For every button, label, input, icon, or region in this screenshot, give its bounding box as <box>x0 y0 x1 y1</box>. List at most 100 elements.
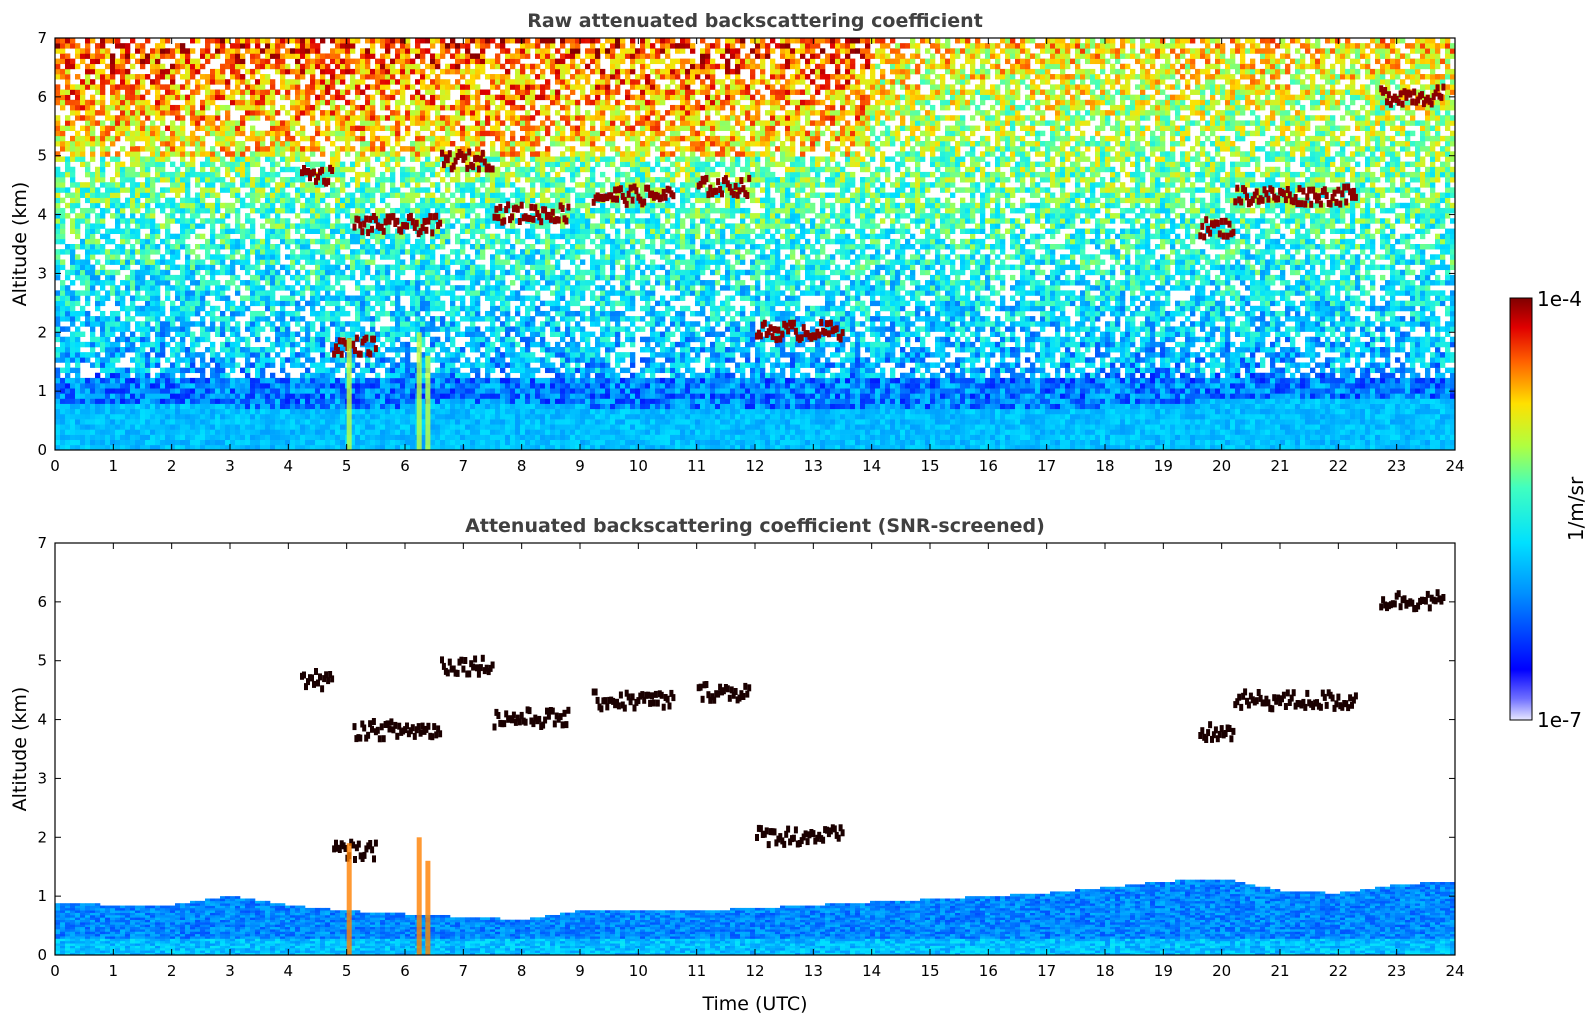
heatmap-cell <box>115 223 120 228</box>
heatmap-cell <box>65 357 70 362</box>
heatmap-cell <box>80 193 85 198</box>
heatmap-cell <box>225 306 230 311</box>
heatmap-cell <box>285 208 290 213</box>
heatmap-cell <box>75 419 80 424</box>
heatmap-cell <box>410 208 415 213</box>
heatmap-cell <box>355 409 360 414</box>
heatmap-cell <box>380 393 385 398</box>
heatmap-cell <box>380 151 385 156</box>
heatmap-cell <box>305 383 310 388</box>
heatmap-cell <box>90 265 95 270</box>
heatmap-cell <box>340 429 345 434</box>
heatmap-cell <box>210 95 215 100</box>
heatmap-cell <box>175 208 180 213</box>
heatmap-cell <box>120 120 125 125</box>
heatmap-cell <box>370 259 375 264</box>
heatmap-cell <box>95 270 100 275</box>
heatmap-cell <box>165 100 170 105</box>
heatmap-cell <box>430 440 435 445</box>
heatmap-cell <box>375 187 380 192</box>
heatmap-cell <box>265 74 270 79</box>
heatmap-cell <box>390 316 395 321</box>
heatmap-cell <box>380 126 385 131</box>
heatmap-cell <box>215 290 220 295</box>
heatmap-cell <box>455 419 460 424</box>
heatmap-cell <box>420 115 425 120</box>
heatmap-cell <box>160 177 165 182</box>
heatmap-cell <box>215 424 220 429</box>
heatmap-cell <box>170 131 175 136</box>
heatmap-cell <box>100 388 105 393</box>
heatmap-cell <box>435 352 440 357</box>
heatmap-cell <box>420 177 425 182</box>
heatmap-cell <box>420 141 425 146</box>
heatmap-cell <box>380 296 385 301</box>
heatmap-cell <box>105 347 110 352</box>
heatmap-cell <box>215 296 220 301</box>
heatmap-cell <box>335 301 340 306</box>
heatmap-cell <box>55 136 60 141</box>
heatmap-cell <box>310 223 315 228</box>
heatmap-cell <box>455 131 460 136</box>
heatmap-cell <box>445 362 450 367</box>
heatmap-cell <box>380 90 385 95</box>
heatmap-cell <box>65 141 70 146</box>
heatmap-cell <box>300 244 305 249</box>
heatmap-cell <box>155 435 160 440</box>
heatmap-cell <box>395 120 400 125</box>
heatmap-cell <box>340 120 345 125</box>
heatmap-cell <box>365 265 370 270</box>
heatmap-cell <box>160 53 165 58</box>
heatmap-cell <box>380 249 385 254</box>
heatmap-cell <box>455 393 460 398</box>
heatmap-cell <box>60 311 65 316</box>
heatmap-cell <box>175 265 180 270</box>
heatmap-cell <box>425 74 430 79</box>
heatmap-cell <box>125 198 130 203</box>
heatmap-cell <box>365 316 370 321</box>
heatmap-cell <box>70 151 75 156</box>
heatmap-cell <box>405 69 410 74</box>
heatmap-cell <box>65 213 70 218</box>
heatmap-cell <box>155 136 160 141</box>
heatmap-cell <box>145 90 150 95</box>
heatmap-cell <box>430 388 435 393</box>
heatmap-cell <box>310 347 315 352</box>
heatmap-cell <box>345 136 350 141</box>
heatmap-cell <box>60 131 65 136</box>
heatmap-cell <box>345 126 350 131</box>
heatmap-cell <box>400 79 405 84</box>
heatmap-cell <box>180 172 185 177</box>
heatmap-cell <box>230 316 235 321</box>
heatmap-cell <box>400 290 405 295</box>
heatmap-cell <box>350 126 355 131</box>
heatmap-cell <box>55 198 60 203</box>
heatmap-cell <box>185 326 190 331</box>
heatmap-cell <box>250 208 255 213</box>
heatmap-cell <box>405 53 410 58</box>
heatmap-cell <box>300 223 305 228</box>
heatmap-cell <box>135 368 140 373</box>
heatmap-cell <box>320 399 325 404</box>
heatmap-cell <box>175 177 180 182</box>
heatmap-cell <box>270 270 275 275</box>
heatmap-cell <box>185 301 190 306</box>
heatmap-cell <box>415 280 420 285</box>
heatmap-cell <box>215 254 220 259</box>
heatmap-cell <box>195 136 200 141</box>
heatmap-cell <box>305 337 310 342</box>
heatmap-cell <box>135 337 140 342</box>
heatmap-cell <box>430 105 435 110</box>
heatmap-cell <box>100 244 105 249</box>
heatmap-cell <box>160 311 165 316</box>
heatmap-cell <box>300 440 305 445</box>
heatmap-cell <box>315 270 320 275</box>
heatmap-cell <box>375 440 380 445</box>
heatmap-cell <box>65 306 70 311</box>
heatmap-cell <box>300 218 305 223</box>
heatmap-cell <box>290 409 295 414</box>
heatmap-cell <box>365 362 370 367</box>
heatmap-cell <box>435 120 440 125</box>
heatmap-cell <box>305 280 310 285</box>
heatmap-cell <box>185 100 190 105</box>
